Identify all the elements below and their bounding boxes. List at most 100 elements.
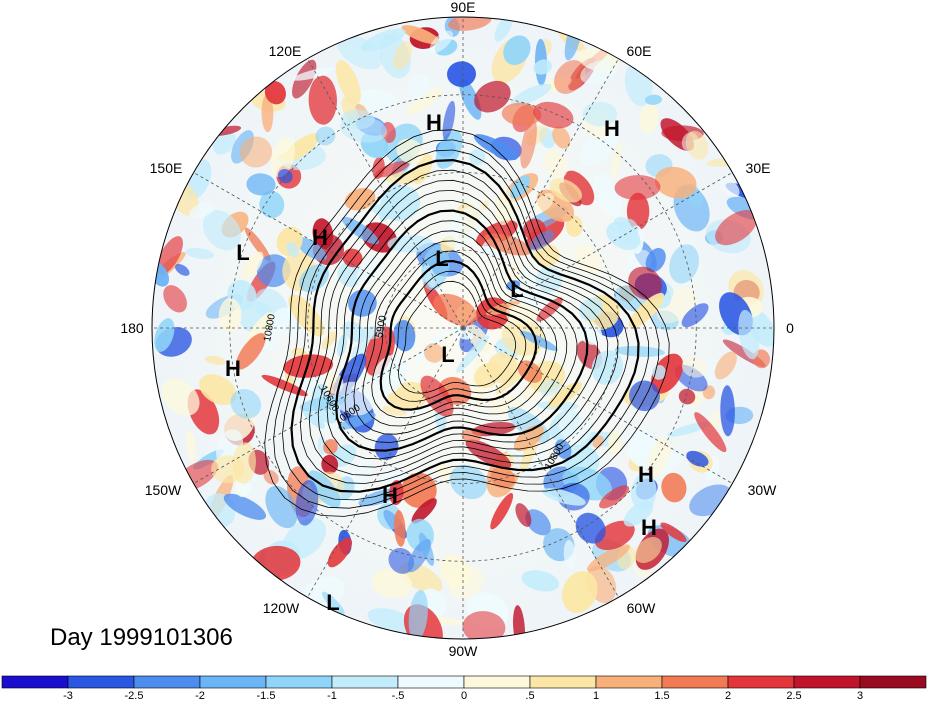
colorbar-swatch	[67, 675, 135, 689]
anomaly-patch	[423, 264, 436, 289]
anomaly-patch	[554, 60, 586, 94]
anomaly-patch	[223, 493, 267, 520]
anomaly-patch	[473, 134, 518, 161]
anomaly-patch	[660, 522, 687, 543]
meridian-line	[193, 172, 464, 329]
anomaly-patch	[623, 500, 654, 527]
anomaly-patch	[629, 380, 660, 412]
anomaly-patch	[542, 488, 586, 506]
height-contour	[334, 209, 589, 452]
height-contour	[371, 250, 547, 419]
lon-label-120e: 120E	[269, 43, 302, 59]
colorbar-tick-label: 2.5	[786, 690, 801, 702]
lon-label-150w: 150W	[145, 482, 182, 498]
meridian-line	[462, 172, 733, 329]
anomaly-patch	[286, 242, 300, 258]
anomaly-patch	[396, 138, 424, 164]
height-contour	[326, 200, 598, 460]
anomaly-patch	[337, 412, 376, 430]
meridian-line	[462, 327, 619, 598]
lon-label-150e: 150E	[150, 160, 183, 176]
high-center: H	[641, 515, 657, 540]
colorbar-tick-label: 1	[593, 690, 599, 702]
anomaly-patch	[270, 136, 295, 178]
lon-label-180: 180	[120, 320, 144, 336]
height-contour	[308, 179, 619, 476]
anomaly-patch	[261, 94, 274, 133]
anomaly-patch	[465, 439, 512, 469]
anomaly-patch	[259, 191, 285, 219]
colorbar-swatch	[1, 675, 69, 689]
meridian-line	[307, 327, 464, 598]
anomaly-patch	[323, 439, 338, 455]
anomaly-patch	[582, 101, 618, 127]
anomaly-patch	[389, 480, 404, 506]
anomaly-patch	[408, 590, 428, 639]
anomaly-patch	[456, 335, 490, 373]
anomaly-patch	[448, 565, 484, 600]
anomaly-patch	[678, 388, 696, 405]
anomaly-patch	[369, 204, 394, 217]
colorbar-tick-label: -1.5	[257, 690, 276, 702]
colorbar-tick-label: -3	[63, 690, 73, 702]
anomaly-patch	[549, 178, 583, 203]
colorbar-swatch	[199, 675, 267, 689]
anomaly-patch	[654, 166, 697, 199]
anomaly-patch	[374, 433, 399, 461]
anomaly-patch	[202, 210, 242, 251]
anomaly-patch	[535, 244, 560, 267]
anomaly-patch	[614, 345, 666, 357]
anomaly-patch	[561, 571, 598, 613]
anomaly-patch	[487, 352, 518, 384]
map-boundary	[151, 16, 775, 640]
anomaly-patch	[189, 201, 216, 219]
high-center: H	[426, 110, 442, 135]
anomaly-patch	[563, 170, 595, 206]
anomaly-patch	[628, 266, 662, 300]
anomaly-patch	[299, 395, 347, 412]
anomaly-patch	[645, 94, 662, 105]
longitude-labels: 90E 60E 30E 0 30W 60W 90W 120W 150W 180 …	[120, 0, 794, 659]
anomaly-patch	[558, 409, 592, 444]
anomaly-patch	[337, 334, 347, 357]
anomaly-patch	[714, 351, 737, 380]
anomaly-patch	[469, 149, 486, 166]
anomaly-patch	[199, 374, 237, 406]
anomaly-patch	[563, 539, 576, 570]
anomaly-patch	[456, 303, 475, 324]
anomaly-patch	[321, 591, 345, 616]
lon-label-0: 0	[786, 320, 794, 336]
anomaly-patch	[235, 333, 266, 370]
anomaly-patch	[244, 227, 272, 262]
lon-label-120w: 120W	[263, 600, 300, 616]
map-disk	[152, 17, 774, 639]
colorbar-swatch	[595, 675, 663, 689]
anomaly-patch	[614, 175, 661, 200]
anomaly-patch	[510, 175, 530, 199]
anomaly-patch	[302, 407, 326, 429]
anomaly-patch	[647, 437, 671, 476]
anomaly-patch	[371, 568, 412, 599]
anomaly-patch	[669, 244, 699, 284]
colorbar-swatch	[793, 675, 861, 689]
anomaly-patch	[515, 503, 532, 527]
anomaly-patch	[261, 374, 308, 397]
anomaly-patch	[418, 532, 435, 566]
anomaly-patch	[513, 424, 544, 452]
anomaly-patch	[501, 102, 542, 126]
height-contour	[317, 189, 609, 468]
anomaly-patch	[634, 537, 662, 563]
anomaly-patch	[715, 209, 758, 246]
height-contour	[379, 259, 538, 411]
anomaly-patch	[484, 233, 532, 256]
colorbar-tick-label: -1	[327, 690, 337, 702]
colorbar-tick-label: 2	[725, 690, 731, 702]
anomaly-patch	[544, 149, 568, 180]
lon-label-90w: 90W	[449, 643, 479, 659]
height-contour	[389, 270, 527, 402]
anomaly-patch	[356, 254, 383, 287]
anomaly-patch	[565, 215, 583, 237]
anomaly-patch	[580, 124, 620, 167]
colorbar-swatch	[463, 675, 531, 689]
low-center: L	[435, 246, 448, 271]
